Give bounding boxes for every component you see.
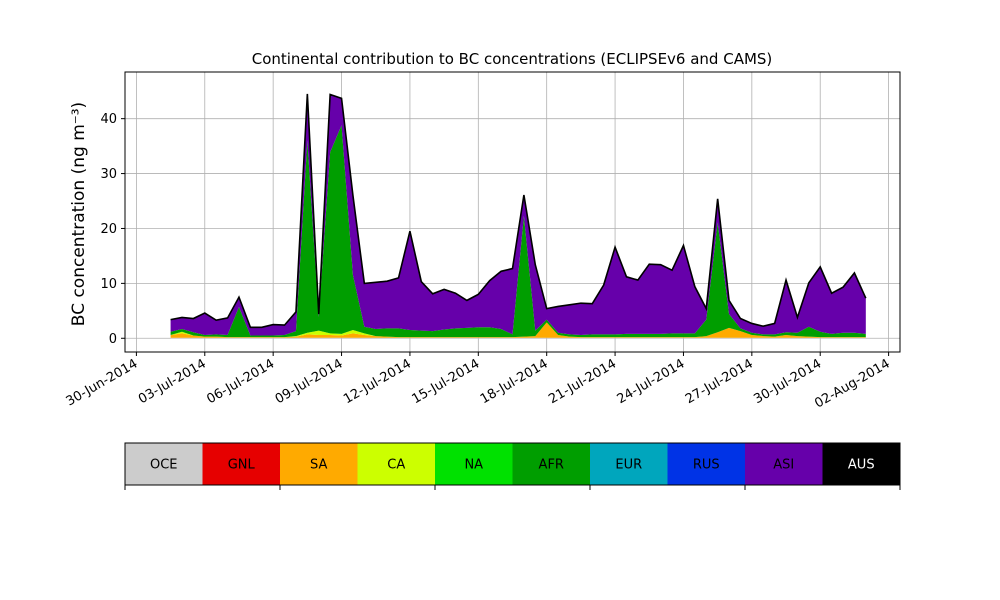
legend-label-eur: EUR: [615, 458, 642, 473]
legend-frame: [124, 442, 901, 486]
legend-label-gnl: GNL: [228, 458, 256, 473]
legend-label-rus: RUS: [693, 458, 720, 473]
legend-swatch-eur: [590, 443, 668, 485]
legend-swatch-na: [435, 443, 513, 485]
legend-label-asi: ASI: [773, 458, 794, 473]
total-outline: [170, 93, 867, 329]
legend-colorbar: OCE GNL SA CA NA AFR EUR RUS ASI AUS: [124, 442, 901, 490]
legend-swatch-ca: [357, 443, 436, 485]
stacked-areas: [170, 93, 867, 339]
legend-swatch-oce: [125, 443, 203, 485]
y-axis-label: BC concentration (ng m⁻³): [69, 102, 89, 326]
legend-label-aus: AUS: [848, 458, 875, 473]
y-axis: 0 10 20 30 40: [100, 112, 125, 347]
area-oce: [170, 337, 866, 339]
legend-label-ca: CA: [387, 458, 405, 473]
y-tick-label: 40: [100, 112, 117, 127]
chart-title: Continental contribution to BC concentra…: [252, 50, 773, 68]
legend-label-na: NA: [464, 458, 483, 473]
legend-swatch-gnl: [202, 443, 281, 485]
legend-label-sa: SA: [310, 458, 327, 473]
y-tick-label: 10: [100, 277, 117, 292]
area-sa: [170, 322, 866, 338]
legend-swatch-asi: [745, 443, 823, 485]
y-tick-label: 20: [100, 222, 117, 237]
y-tick-label: 30: [100, 167, 117, 182]
legend-swatch-rus: [667, 443, 746, 485]
legend-swatch-sa: [280, 443, 358, 485]
area-afr: [170, 125, 866, 338]
y-tick-label: 0: [109, 332, 117, 347]
legend-label-oce: OCE: [150, 458, 178, 473]
legend-swatch-aus: [822, 443, 901, 485]
plot-frame: [124, 71, 901, 353]
legend-label-afr: AFR: [539, 458, 564, 473]
area-ca: [170, 322, 866, 338]
area-asi: [170, 93, 866, 336]
legend-swatch-afr: [512, 443, 591, 485]
